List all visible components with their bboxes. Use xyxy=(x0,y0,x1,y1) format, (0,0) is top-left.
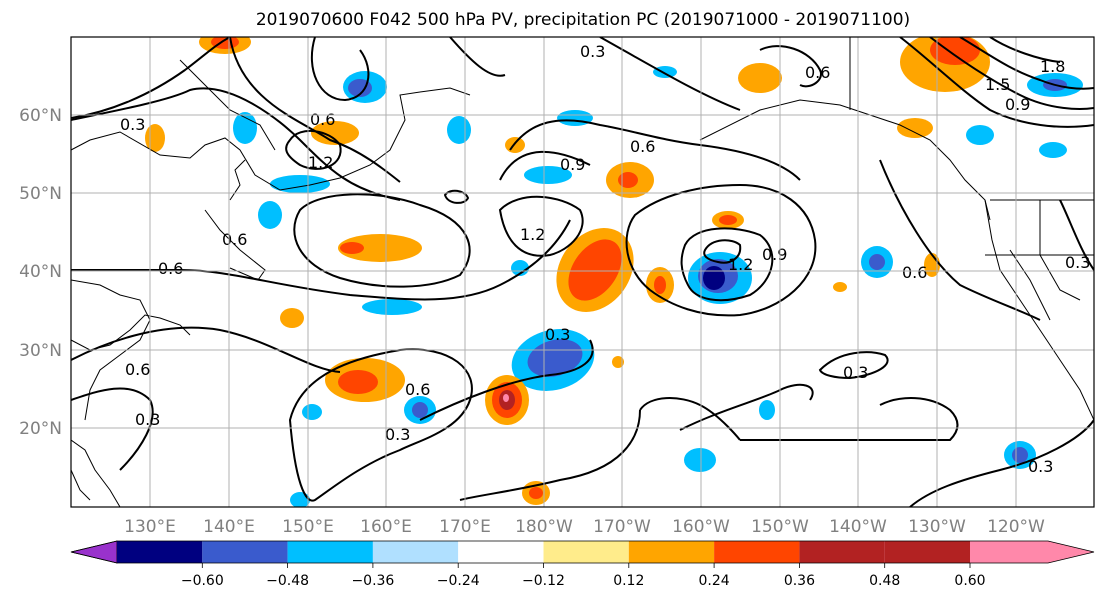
contour-label: 1.2 xyxy=(308,153,333,172)
contour-label: 0.6 xyxy=(158,259,183,278)
lon-tick-label: 180°W xyxy=(515,517,573,537)
contour-label: 1.8 xyxy=(1040,57,1065,76)
lat-tick-label: 30°N xyxy=(19,341,62,361)
gridlines xyxy=(71,37,1094,507)
contour-label: 0.6 xyxy=(805,63,830,82)
contour-label: 0.6 xyxy=(222,230,247,249)
lon-tick-label: 120°W xyxy=(987,517,1045,537)
contour-label: 0.6 xyxy=(405,380,430,399)
colorbar-segment xyxy=(799,541,885,563)
contour-label: 0.3 xyxy=(580,42,605,61)
colorbar: −0.60 −0.48 −0.36 −0.24 −0.12 0.12 0.24 … xyxy=(70,540,1095,589)
colorbar-segment xyxy=(970,541,1094,563)
lat-tick-label: 20°N xyxy=(19,419,62,439)
contour-label: 0.3 xyxy=(135,410,160,429)
contour-label: 0.3 xyxy=(1028,457,1053,476)
longitude-labels: 130°E 140°E 150°E 160°E 170°E 180°W 170°… xyxy=(124,517,1045,537)
contour-label: 0.3 xyxy=(545,325,570,344)
colorbar-tick-label: −0.60 xyxy=(181,573,224,589)
contour-label: 0.6 xyxy=(125,360,150,379)
colorbar-segment xyxy=(287,541,373,563)
colorbar-tick-label: 0.48 xyxy=(869,573,900,589)
map-title: 2019070600 F042 500 hPa PV, precipitatio… xyxy=(256,10,910,30)
lon-tick-label: 130°E xyxy=(124,517,176,537)
contour-label: 0.3 xyxy=(843,363,868,382)
colorbar-tick-label: −0.48 xyxy=(266,573,309,589)
colorbar-segment xyxy=(117,541,203,563)
lon-tick-label: 160°E xyxy=(360,517,412,537)
colorbar-tick-label: 0.24 xyxy=(699,573,730,589)
lon-tick-label: 130°W xyxy=(908,517,966,537)
contour-label: 0.6 xyxy=(902,263,927,282)
colorbar-tick-label: 0.12 xyxy=(613,573,644,589)
contour-label: 0.9 xyxy=(1005,95,1030,114)
colorbar-tick-label: 0.36 xyxy=(784,573,815,589)
contour-labels: 0.3 0.6 1.2 0.6 0.6 0.9 1.2 1.2 0.9 0.6 … xyxy=(120,42,1090,476)
contour-label: 0.6 xyxy=(310,110,335,129)
colorbar-segment xyxy=(543,541,629,563)
lon-tick-label: 170°W xyxy=(593,517,651,537)
contour-label: 0.9 xyxy=(762,245,787,264)
colorbar-segment xyxy=(458,541,544,563)
lon-tick-label: 140°E xyxy=(203,517,255,537)
lon-tick-label: 150°W xyxy=(751,517,809,537)
lon-tick-label: 170°E xyxy=(439,517,491,537)
lat-tick-label: 50°N xyxy=(19,184,62,204)
colorbar-tick-label: −0.36 xyxy=(351,573,394,589)
contour-label: 0.9 xyxy=(560,155,585,174)
contour-label: 1.5 xyxy=(985,75,1010,94)
lon-tick-label: 150°E xyxy=(282,517,334,537)
contour-label: 0.3 xyxy=(1065,253,1090,272)
colorbar-segment xyxy=(884,541,970,563)
colorbar-tick-label: −0.24 xyxy=(437,573,480,589)
lat-tick-label: 40°N xyxy=(19,262,62,282)
contour-label: 1.2 xyxy=(520,225,545,244)
map-frame xyxy=(70,36,1095,508)
lon-tick-label: 160°W xyxy=(672,517,730,537)
contour-label: 0.6 xyxy=(630,137,655,156)
contour-label: 0.3 xyxy=(120,115,145,134)
colorbar-segment xyxy=(714,541,800,563)
map-area: 0.3 0.6 1.2 0.6 0.6 0.9 1.2 1.2 0.9 0.6 … xyxy=(71,37,1094,507)
colorbar-tick-label: 0.60 xyxy=(954,573,985,589)
colorbar-segment xyxy=(372,541,459,563)
colorbar-min-extension xyxy=(70,540,118,564)
contour-label: 1.2 xyxy=(728,255,753,274)
colorbar-tick-label: −0.12 xyxy=(522,573,565,589)
latitude-labels: 60°N 50°N 40°N 30°N 20°N xyxy=(19,106,62,439)
lon-tick-label: 140°W xyxy=(829,517,887,537)
lat-tick-label: 60°N xyxy=(19,106,62,126)
contour-label: 0.3 xyxy=(385,425,410,444)
colorbar-segment xyxy=(202,541,288,563)
colorbar-segment xyxy=(628,541,715,563)
